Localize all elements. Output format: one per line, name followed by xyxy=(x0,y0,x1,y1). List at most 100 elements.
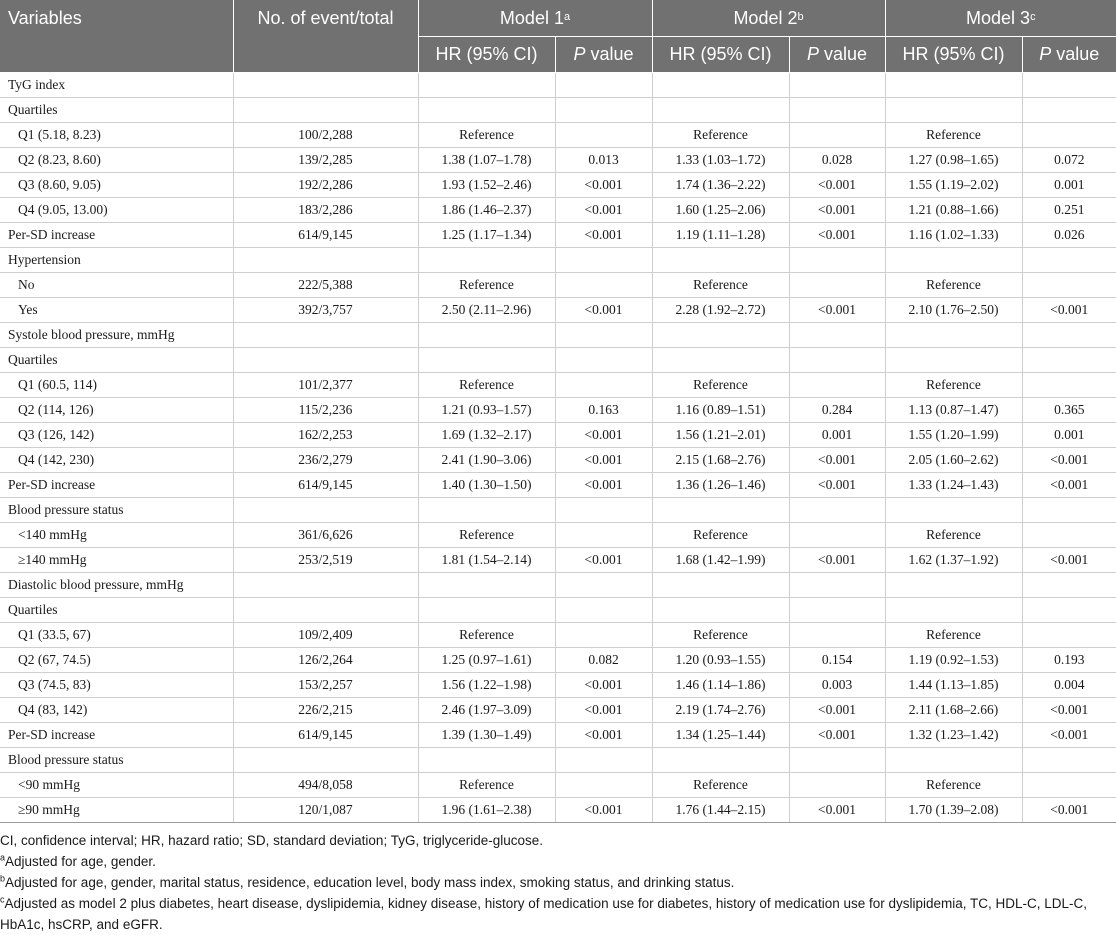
model1-hr-cell xyxy=(417,72,556,98)
model2-p-cell xyxy=(788,347,886,373)
table-row: Yes 392/3,757 2.50 (2.11–2.96) <0.001 2.28 (… xyxy=(0,297,1116,323)
model1-p-cell: <0.001 xyxy=(554,672,653,698)
model2-p-cell xyxy=(788,247,886,273)
header-m3-p: P value xyxy=(1022,36,1116,73)
model2-hr-cell: 2.19 (1.74–2.76) xyxy=(651,697,790,723)
model3-p-cell: 0.004 xyxy=(1021,672,1116,698)
model1-hr-cell: 1.86 (1.46–2.37) xyxy=(417,197,556,223)
events-cell: 614/9,145 xyxy=(232,222,419,248)
events-cell xyxy=(232,247,419,273)
variable-label: Per-SD increase xyxy=(0,722,234,748)
model3-hr-cell: 1.27 (0.98–1.65) xyxy=(884,147,1023,173)
model2-p-cell: <0.001 xyxy=(788,447,886,473)
table-row: No 222/5,388 Reference Reference Reference xyxy=(0,272,1116,298)
model1-hr-cell xyxy=(417,97,556,123)
model1-hr-cell xyxy=(417,572,556,598)
model1-p-cell xyxy=(554,747,653,773)
model3-p-cell xyxy=(1021,97,1116,123)
events-cell: 101/2,377 xyxy=(232,372,419,398)
model3-p-cell xyxy=(1021,122,1116,148)
variable-label: Q4 (83, 142) xyxy=(0,697,234,723)
model3-p-cell xyxy=(1021,572,1116,598)
model2-p-cell xyxy=(788,97,886,123)
model2-p-cell: <0.001 xyxy=(788,297,886,323)
model2-p-cell xyxy=(788,597,886,623)
model3-p-cell: <0.001 xyxy=(1021,697,1116,723)
variable-label: Per-SD increase xyxy=(0,222,234,248)
variable-label: No xyxy=(0,272,234,298)
header-model-2: Model 2b xyxy=(652,0,886,37)
model3-hr-cell: 2.11 (1.68–2.66) xyxy=(884,697,1023,723)
variable-label: Q1 (5.18, 8.23) xyxy=(0,122,234,148)
model1-p-cell xyxy=(554,122,653,148)
model3-p-cell: <0.001 xyxy=(1021,472,1116,498)
table-row: TyG index xyxy=(0,72,1116,98)
table-row: Q1 (60.5, 114) 101/2,377 Reference Referenc… xyxy=(0,372,1116,398)
model3-p-cell xyxy=(1021,247,1116,273)
model3-hr-cell xyxy=(884,572,1023,598)
model2-hr-cell xyxy=(651,597,790,623)
model3-p-cell xyxy=(1021,322,1116,348)
model2-p-cell: 0.003 xyxy=(788,672,886,698)
variable-label: Q2 (8.23, 8.60) xyxy=(0,147,234,173)
variable-label: <90 mmHg xyxy=(0,772,234,798)
model2-hr-cell xyxy=(651,747,790,773)
model3-hr-cell xyxy=(884,347,1023,373)
events-cell: 109/2,409 xyxy=(232,622,419,648)
model3-hr-cell xyxy=(884,247,1023,273)
model1-hr-cell xyxy=(417,322,556,348)
events-cell xyxy=(232,497,419,523)
model3-hr-cell: 1.70 (1.39–2.08) xyxy=(884,797,1023,823)
model3-hr-cell: 1.32 (1.23–1.42) xyxy=(884,722,1023,748)
events-cell: 183/2,286 xyxy=(232,197,419,223)
model2-p-cell xyxy=(788,72,886,98)
model3-p-cell: <0.001 xyxy=(1021,297,1116,323)
model1-hr-cell: Reference xyxy=(417,522,556,548)
model2-p-cell: 0.154 xyxy=(788,647,886,673)
events-cell xyxy=(232,322,419,348)
model1-hr-cell xyxy=(417,347,556,373)
table-row: Blood pressure status xyxy=(0,747,1116,773)
model1-p-cell xyxy=(554,347,653,373)
model2-hr-cell: Reference xyxy=(651,622,790,648)
model2-p-cell: <0.001 xyxy=(788,172,886,198)
model3-p-cell xyxy=(1021,747,1116,773)
footnote-a: aAdjusted for age, gender. xyxy=(0,852,156,869)
events-cell: 153/2,257 xyxy=(232,672,419,698)
events-cell: 192/2,286 xyxy=(232,172,419,198)
model3-hr-cell: 1.55 (1.19–2.02) xyxy=(884,172,1023,198)
header-m1-p: P value xyxy=(555,36,653,73)
model2-p-cell xyxy=(788,372,886,398)
model1-p-cell xyxy=(554,372,653,398)
model3-p-cell: 0.001 xyxy=(1021,172,1116,198)
model3-hr-cell xyxy=(884,97,1023,123)
model2-p-cell xyxy=(788,272,886,298)
events-cell: 392/3,757 xyxy=(232,297,419,323)
model1-p-cell: <0.001 xyxy=(554,222,653,248)
header-variables: Variables xyxy=(0,0,234,73)
model2-hr-cell: Reference xyxy=(651,372,790,398)
model1-p-cell xyxy=(554,597,653,623)
model3-p-cell xyxy=(1021,347,1116,373)
model1-hr-cell: 1.93 (1.52–2.46) xyxy=(417,172,556,198)
model2-p-cell xyxy=(788,747,886,773)
model2-hr-cell: 1.74 (1.36–2.22) xyxy=(651,172,790,198)
events-cell: 614/9,145 xyxy=(232,722,419,748)
model2-p-cell: <0.001 xyxy=(788,222,886,248)
variable-label: TyG index xyxy=(0,72,234,98)
model3-hr-cell xyxy=(884,322,1023,348)
model2-hr-cell: Reference xyxy=(651,522,790,548)
model2-hr-cell xyxy=(651,247,790,273)
table-row: Q3 (126, 142) 162/2,253 1.69 (1.32–2.17) <0… xyxy=(0,422,1116,448)
table-row: Quartiles xyxy=(0,597,1116,623)
model3-hr-cell: Reference xyxy=(884,622,1023,648)
model2-p-cell xyxy=(788,772,886,798)
events-cell: 236/2,279 xyxy=(232,447,419,473)
model1-hr-cell: 1.25 (0.97–1.61) xyxy=(417,647,556,673)
model1-hr-cell xyxy=(417,497,556,523)
model3-hr-cell: 1.55 (1.20–1.99) xyxy=(884,422,1023,448)
events-cell: 222/5,388 xyxy=(232,272,419,298)
model1-hr-cell: 1.21 (0.93–1.57) xyxy=(417,397,556,423)
model2-hr-cell: Reference xyxy=(651,122,790,148)
model1-hr-cell: Reference xyxy=(417,122,556,148)
